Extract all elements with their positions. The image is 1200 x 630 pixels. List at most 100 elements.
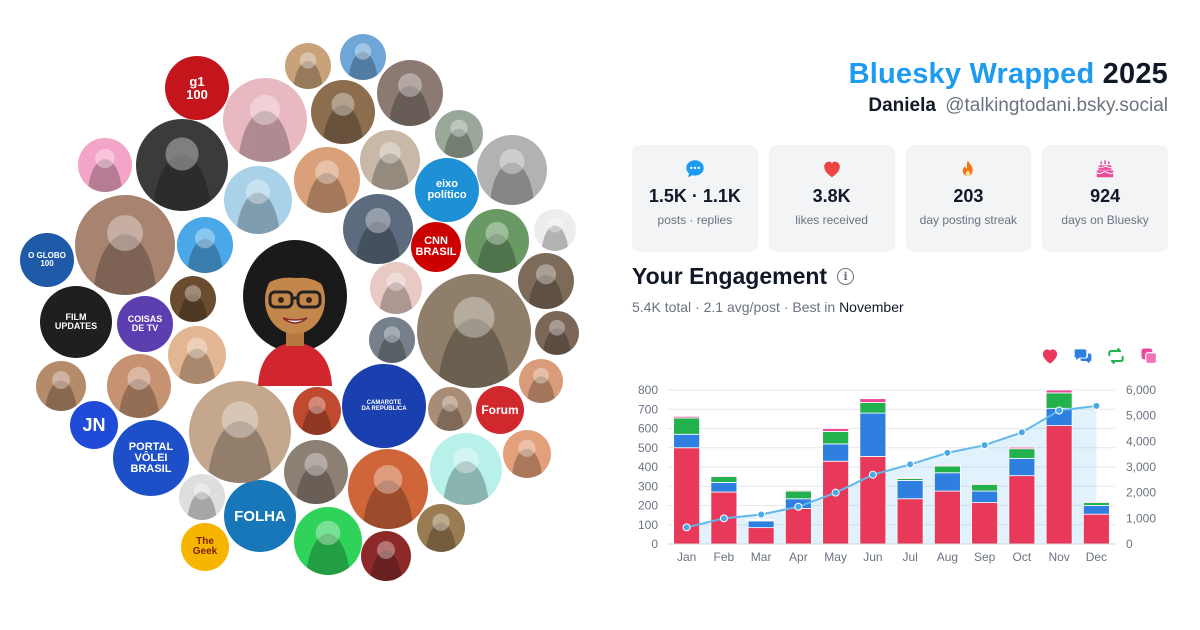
avatar[interactable] — [285, 43, 331, 89]
channel-logo-avatar[interactable]: O GLOBO 100 — [20, 233, 74, 287]
cake-icon — [1096, 160, 1114, 178]
avatar[interactable] — [177, 217, 233, 273]
cumulative-point — [1017, 428, 1026, 437]
avatar[interactable] — [369, 317, 415, 363]
user-line: Daniela @talkingtodani.bsky.social — [849, 95, 1168, 117]
avatar[interactable] — [370, 262, 422, 314]
avatar[interactable] — [519, 359, 563, 403]
bar-segment-replies — [933, 472, 961, 492]
avatar[interactable] — [435, 110, 483, 158]
y-tick-label: 200 — [638, 499, 658, 513]
channel-logo-avatar[interactable]: CAMAROTE DA REPÚBLICA — [342, 364, 426, 448]
cumulative-point — [906, 460, 915, 469]
channel-logo-label: Forum — [481, 403, 519, 417]
avatar[interactable] — [535, 311, 579, 355]
avatar[interactable] — [343, 194, 413, 264]
bar-segment-replies — [896, 480, 924, 500]
stat-card-days: 924 days on Bluesky — [1042, 145, 1168, 252]
heart-icon[interactable] — [1040, 346, 1060, 366]
avatar[interactable] — [36, 361, 86, 411]
best-month: November — [839, 299, 904, 315]
avatar[interactable] — [360, 130, 420, 190]
avatar[interactable] — [377, 60, 443, 126]
avatar[interactable] — [107, 354, 171, 418]
bar-segment-quotes — [1082, 501, 1110, 504]
avatar[interactable] — [189, 381, 291, 483]
cumulative-line — [686, 404, 1097, 529]
avatar[interactable] — [136, 119, 228, 211]
year-label: 2025 — [1102, 58, 1168, 90]
channel-logo-avatar[interactable]: Forum — [476, 386, 524, 434]
info-icon[interactable]: i — [837, 268, 855, 285]
avatar[interactable] — [168, 326, 226, 384]
avatar[interactable] — [340, 34, 386, 80]
y2-tick-label: 1,000 — [1126, 511, 1156, 525]
avatar[interactable] — [430, 433, 502, 505]
avatar[interactable] — [294, 507, 362, 575]
bar-segment-likes — [784, 507, 812, 545]
bar-segment-reposts — [971, 483, 999, 492]
bar-segment-quotes — [673, 415, 701, 419]
repost-icon[interactable] — [1106, 346, 1126, 366]
avatar[interactable] — [78, 138, 132, 192]
avatar[interactable] — [284, 440, 348, 504]
avatar[interactable] — [503, 430, 551, 478]
channel-logo-label: CAMAROTE DA REPÚBLICA — [361, 400, 407, 412]
engagement-average: 2.1 avg/post — [703, 299, 780, 315]
x-tick-label: May — [824, 550, 847, 564]
bar-segment-reposts — [673, 417, 701, 435]
avatar[interactable] — [311, 80, 375, 144]
y-tick-label: 0 — [651, 537, 658, 551]
avatar[interactable] — [361, 531, 411, 581]
x-tick-label: Aug — [937, 550, 958, 564]
avatar-collage: g1 100 O GLOBO 100 FILM UPDATES COISAS DE T… — [20, 34, 579, 581]
quote-icon[interactable] — [1139, 346, 1159, 366]
stat-label: day posting streak — [919, 213, 1018, 227]
avatar[interactable] — [294, 147, 360, 213]
channel-logo-avatar[interactable]: eixo político — [415, 158, 479, 222]
bar-segment-likes — [822, 460, 850, 545]
channel-logo-avatar[interactable]: CNN BRASIL — [411, 222, 461, 272]
x-tick-label: Oct — [1013, 550, 1032, 564]
avatar[interactable] — [293, 387, 341, 435]
channel-logo-avatar[interactable]: COISAS DE TV — [117, 296, 173, 352]
bar-segment-reposts — [822, 430, 850, 445]
avatar[interactable] — [170, 276, 216, 322]
stats-row: 1.5K · 1.1K posts · replies 3.8K likes r… — [632, 145, 1168, 252]
y2-tick-label: 5,000 — [1126, 409, 1156, 423]
channel-logo-avatar[interactable]: FOLHA — [224, 480, 296, 552]
channel-logo-avatar[interactable]: FILM UPDATES — [40, 286, 112, 358]
channel-logo-avatar[interactable]: PORTAL VÔLEI BRASIL — [113, 420, 189, 496]
avatar[interactable] — [348, 449, 428, 529]
avatar[interactable] — [75, 195, 175, 295]
stat-label: likes received — [795, 213, 868, 227]
channel-logo-avatar[interactable]: The Geek — [181, 523, 229, 571]
avatar[interactable] — [417, 274, 531, 388]
avatar[interactable] — [224, 166, 292, 234]
reply-bubbles-icon[interactable] — [1073, 346, 1093, 366]
avatar[interactable] — [428, 387, 472, 431]
y-tick-label: 300 — [638, 479, 658, 493]
flame-icon — [963, 160, 974, 176]
channel-logo-avatar[interactable]: JN — [70, 401, 118, 449]
engagement-total: 5.4K — [632, 299, 661, 315]
avatar[interactable] — [223, 78, 307, 162]
avatar[interactable] — [534, 209, 576, 251]
channel-logo-label: O GLOBO 100 — [28, 251, 66, 268]
avatar[interactable] — [477, 135, 547, 205]
user-handle: @talkingtodani.bsky.social — [945, 95, 1168, 116]
x-tick-label: Jun — [863, 550, 882, 564]
bar-segment-replies — [971, 490, 999, 504]
bar-segment-quotes — [822, 428, 850, 432]
cumulative-point — [1092, 401, 1101, 410]
avatar[interactable] — [179, 474, 225, 520]
bar-segment-likes — [747, 527, 775, 545]
avatar[interactable] — [417, 504, 465, 552]
avatar[interactable] — [518, 253, 574, 309]
x-tick-label: Jan — [677, 550, 696, 564]
channel-logo-avatar[interactable]: g1 100 — [165, 56, 229, 120]
bar-segment-quotes — [747, 518, 775, 521]
avatar[interactable] — [465, 209, 529, 273]
main-user-avatar[interactable] — [236, 236, 354, 386]
bar-segment-reposts — [859, 402, 887, 414]
